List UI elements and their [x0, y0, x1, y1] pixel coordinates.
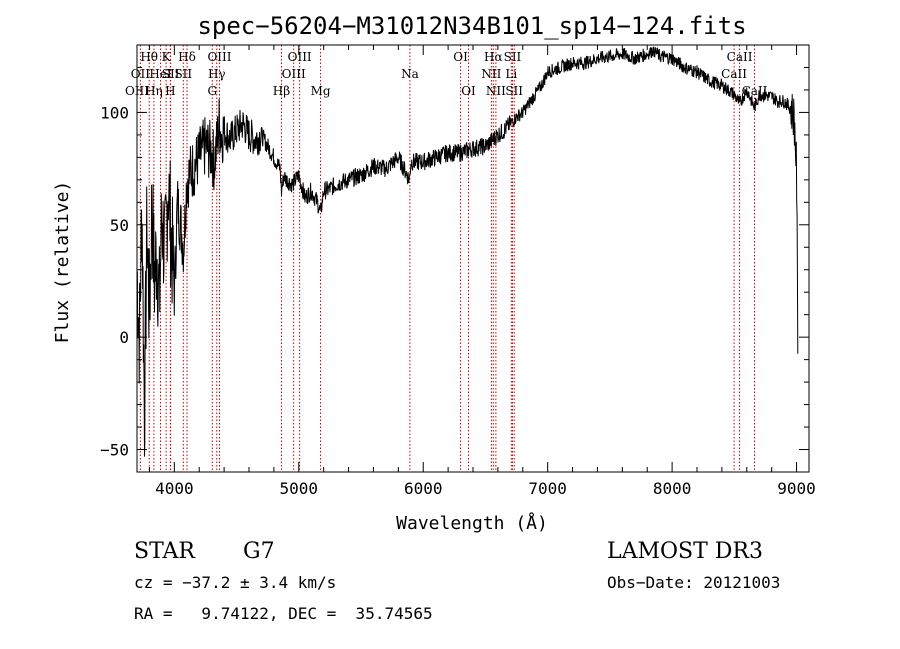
line-label-6: SII [162, 67, 180, 81]
line-label-12: G [207, 84, 217, 98]
line-label-18: OI [453, 50, 468, 64]
plot-frame [136, 44, 810, 473]
line-label-7: H [165, 84, 175, 98]
line-label-4: K [162, 50, 172, 64]
line-label-27: CaII [721, 67, 747, 81]
line-label-3: Hη [145, 84, 163, 98]
object-type: STAR [134, 539, 195, 564]
y-tick-label-1: 0 [119, 328, 129, 347]
line-label-13: Hβ [273, 84, 290, 98]
x-axis-label: Wavelength (Å) [396, 512, 548, 534]
y-tick-label-2: 50 [110, 216, 129, 235]
line-label-14: OIII [288, 50, 312, 64]
chart-title: spec−56204−M31012N34B101_sp14−124.fits [197, 12, 746, 40]
line-label-19: OI [461, 84, 476, 98]
line-label-23: Li [505, 67, 517, 81]
line-label-20: Hα [484, 50, 503, 64]
y-tick-label-3: 100 [100, 103, 129, 122]
line-label-11: Hγ [208, 67, 226, 81]
line-label-9: OIII [207, 50, 231, 64]
x-tick-label-5: 9000 [777, 479, 816, 498]
line-label-10: SII [174, 67, 192, 81]
line-label-5: HeI [149, 67, 172, 81]
x-axis-ticks: 4000 5000 6000 7000 8000 9000 [148, 45, 816, 498]
line-label-8: Hδ [178, 50, 196, 64]
line-label-15: OIII [282, 67, 306, 81]
y-axis-ticks: −50 0 50 100 [100, 44, 809, 473]
line-label-25: SII [505, 84, 523, 98]
observation-date: Obs−Date: 20121003 [607, 573, 781, 592]
line-label-22: NII [481, 67, 501, 81]
line-label-1: OII [131, 67, 151, 81]
x-tick-label-4: 8000 [653, 479, 692, 498]
line-label-21: SII [504, 50, 522, 64]
survey-name: LAMOST DR3 [607, 539, 763, 564]
y-axis-label: Flux (relative) [52, 181, 73, 344]
emission-line-markers [136, 45, 755, 472]
redshift-velocity: cz = −37.2 ± 3.4 km/s [134, 573, 337, 592]
x-tick-label-0: 4000 [155, 479, 194, 498]
line-label-24: NII [486, 84, 506, 98]
line-label-17: Na [401, 67, 419, 81]
x-tick-label-3: 7000 [528, 479, 567, 498]
flux-series-line [136, 46, 799, 457]
line-label-26: CaII [727, 50, 753, 64]
coordinates: RA = 9.74122, DEC = 35.74565 [134, 604, 433, 623]
line-label-16: Mg [311, 84, 331, 98]
x-tick-label-1: 5000 [280, 479, 319, 498]
x-tick-label-2: 6000 [404, 479, 443, 498]
spectral-subclass: G7 [243, 539, 275, 564]
y-tick-label-0: −50 [100, 441, 129, 460]
line-label-0: Hθ [140, 50, 158, 64]
